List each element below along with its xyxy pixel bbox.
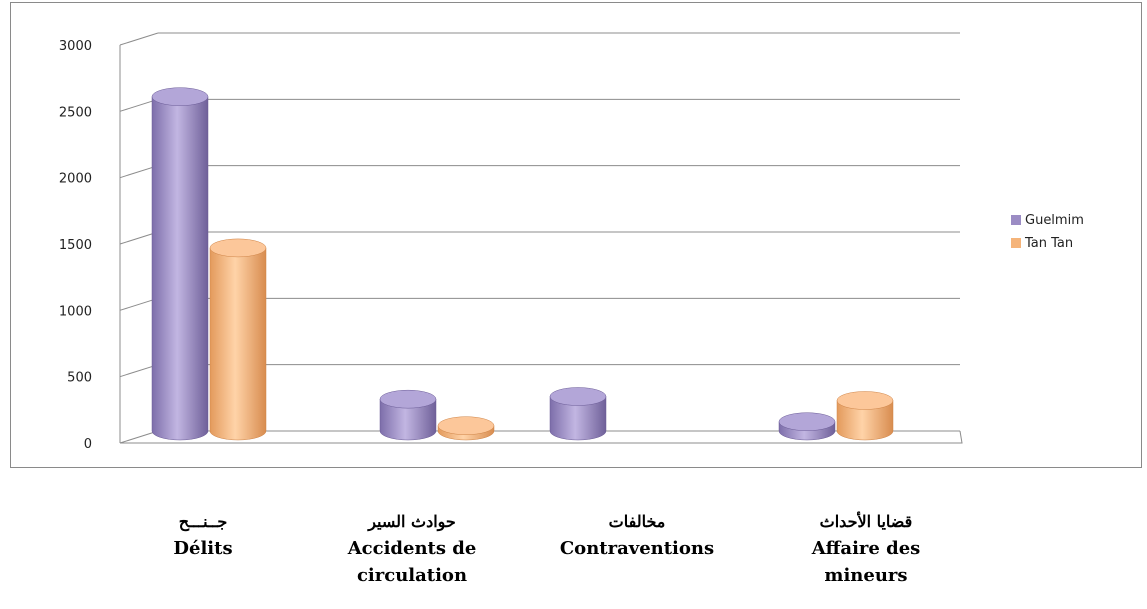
gridline-side (119, 231, 159, 245)
floor-edge (120, 430, 963, 444)
category-label-ar: قضايا الأحداث (819, 512, 913, 531)
category-label-mineurs: قضايا الأحداث Affaire des mineurs (796, 508, 936, 589)
category-label-ar: جــنـــح (178, 512, 228, 531)
legend-item-guelmim: Guelmim (1011, 210, 1084, 230)
bar-guelmim-1 (379, 398, 437, 441)
y-tick-label: 0 (84, 437, 92, 452)
bar-guelmim-0 (151, 96, 209, 441)
bar-tan-tan-3 (836, 400, 894, 441)
bar-tan-tan-0 (209, 247, 267, 441)
category-label-fr: Délits (173, 538, 233, 559)
gridline-side (119, 32, 159, 46)
bar-top-tan-tan-0 (209, 238, 267, 258)
bar-top-guelmim-3 (778, 412, 836, 431)
y-tick-label: 2000 (59, 172, 92, 187)
legend-swatch-tantan (1011, 238, 1021, 248)
category-label-contraventions: مخالفات Contraventions (527, 508, 747, 562)
bar-top-tan-tan-1 (437, 416, 495, 435)
category-label-fr: Accidents de circulation (347, 538, 477, 586)
legend-item-tantan: Tan Tan (1011, 233, 1084, 253)
y-tick-label: 3000 (59, 39, 92, 54)
legend: Guelmim Tan Tan (1011, 210, 1084, 256)
y-tick-label: 2500 (59, 105, 92, 120)
category-label-ar: حوادث السير (368, 512, 456, 531)
category-label-accidents: حوادث السير Accidents de circulation (322, 508, 502, 589)
bar-guelmim-2 (549, 396, 607, 441)
category-label-delits: جــنـــح Délits (93, 508, 313, 562)
gridline-side (119, 98, 159, 112)
gridline-side (119, 297, 159, 311)
category-label-ar: مخالفات (608, 512, 666, 531)
category-label-fr: Contraventions (559, 538, 715, 559)
y-tick-label: 1000 (59, 304, 92, 319)
bar-top-guelmim-0 (151, 87, 209, 106)
legend-label-guelmim: Guelmim (1025, 212, 1084, 228)
y-tick-label: 1500 (59, 238, 92, 253)
legend-label-tantan: Tan Tan (1025, 235, 1074, 251)
gridline-side (119, 430, 159, 444)
bar-top-guelmim-2 (549, 387, 607, 406)
y-tick-label: 500 (67, 371, 92, 386)
gridline-side (119, 364, 159, 378)
legend-swatch-guelmim (1011, 215, 1021, 225)
category-label-fr: Affaire des mineurs (811, 538, 921, 586)
gridline-side (119, 165, 159, 179)
bar-top-guelmim-1 (379, 389, 437, 409)
bar-top-tan-tan-3 (836, 391, 894, 410)
